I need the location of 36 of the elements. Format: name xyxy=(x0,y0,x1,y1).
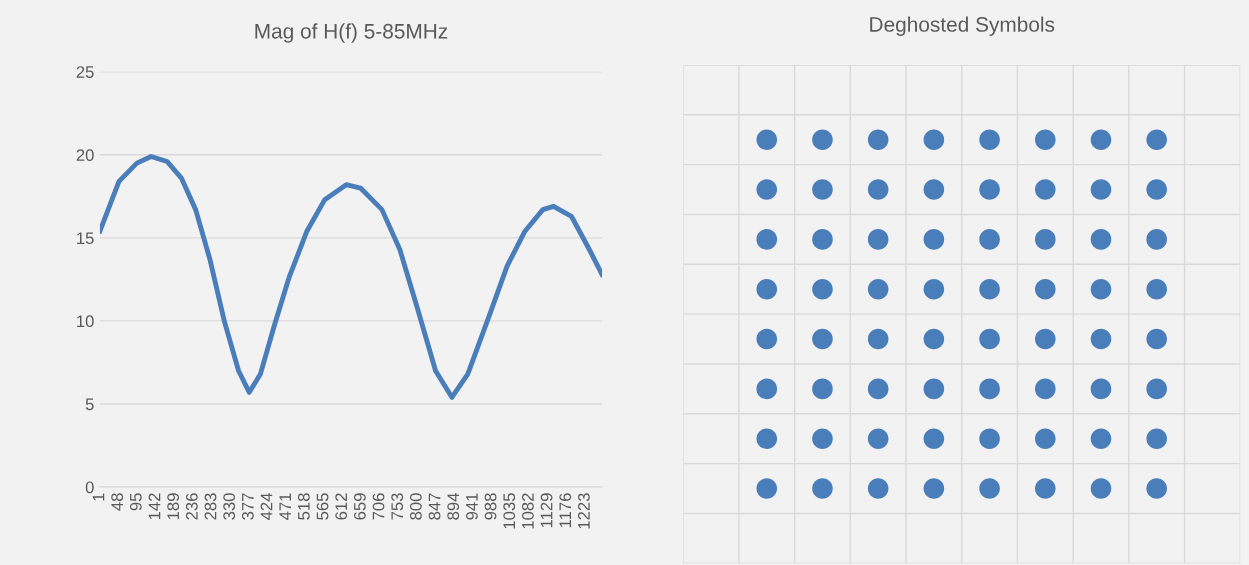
y-tick-label: 5 xyxy=(85,398,94,411)
x-tick-label: 847 xyxy=(428,493,441,520)
x-tick-label: 706 xyxy=(372,493,385,520)
text: Deghosted Symbols xyxy=(870,16,1055,36)
x-tick-label: 330 xyxy=(223,493,236,520)
x-tick-label: 95 xyxy=(129,493,142,511)
x-tick-label: 565 xyxy=(316,493,329,520)
x-tick-label: 659 xyxy=(353,493,366,520)
x-tick-label: 1129 xyxy=(540,493,553,528)
x-tick-label: 612 xyxy=(335,493,348,520)
x-tick-label: 1176 xyxy=(559,493,572,528)
x-tick-label: 988 xyxy=(484,493,497,520)
x-tick-label: 1 xyxy=(92,493,105,501)
x-tick-label: 894 xyxy=(447,493,460,520)
x-tick-label: 377 xyxy=(241,493,254,520)
y-tick-label: 10 xyxy=(77,315,94,328)
x-tick-label: 236 xyxy=(185,493,198,520)
x-tick-label: 189 xyxy=(167,493,180,520)
chart-title: Mag of H(f) 5-85MHz xyxy=(255,23,448,43)
line-series xyxy=(99,154,603,400)
x-tick-label: 142 xyxy=(148,493,161,520)
x-tick-label: 941 xyxy=(465,493,478,520)
x-tick-label: 518 xyxy=(297,493,310,520)
x-tick-label: 283 xyxy=(204,493,217,520)
y-tick-label: 15 xyxy=(77,232,94,245)
x-tick-label: 753 xyxy=(391,493,404,520)
x-tick-label: 424 xyxy=(260,493,273,521)
x-tick-label: 1035 xyxy=(503,493,516,529)
x-tick-label: 471 xyxy=(279,493,291,521)
x-tick-label: 800 xyxy=(409,493,422,520)
x-tick-label: 48 xyxy=(111,493,124,511)
y-tick-label: 25 xyxy=(76,66,94,78)
x-tick-label: 1223 xyxy=(578,493,590,529)
y-tick-label: 20 xyxy=(76,149,94,162)
x-tick-label: 1082 xyxy=(522,493,534,529)
y-tick-label: 0 xyxy=(85,481,94,494)
